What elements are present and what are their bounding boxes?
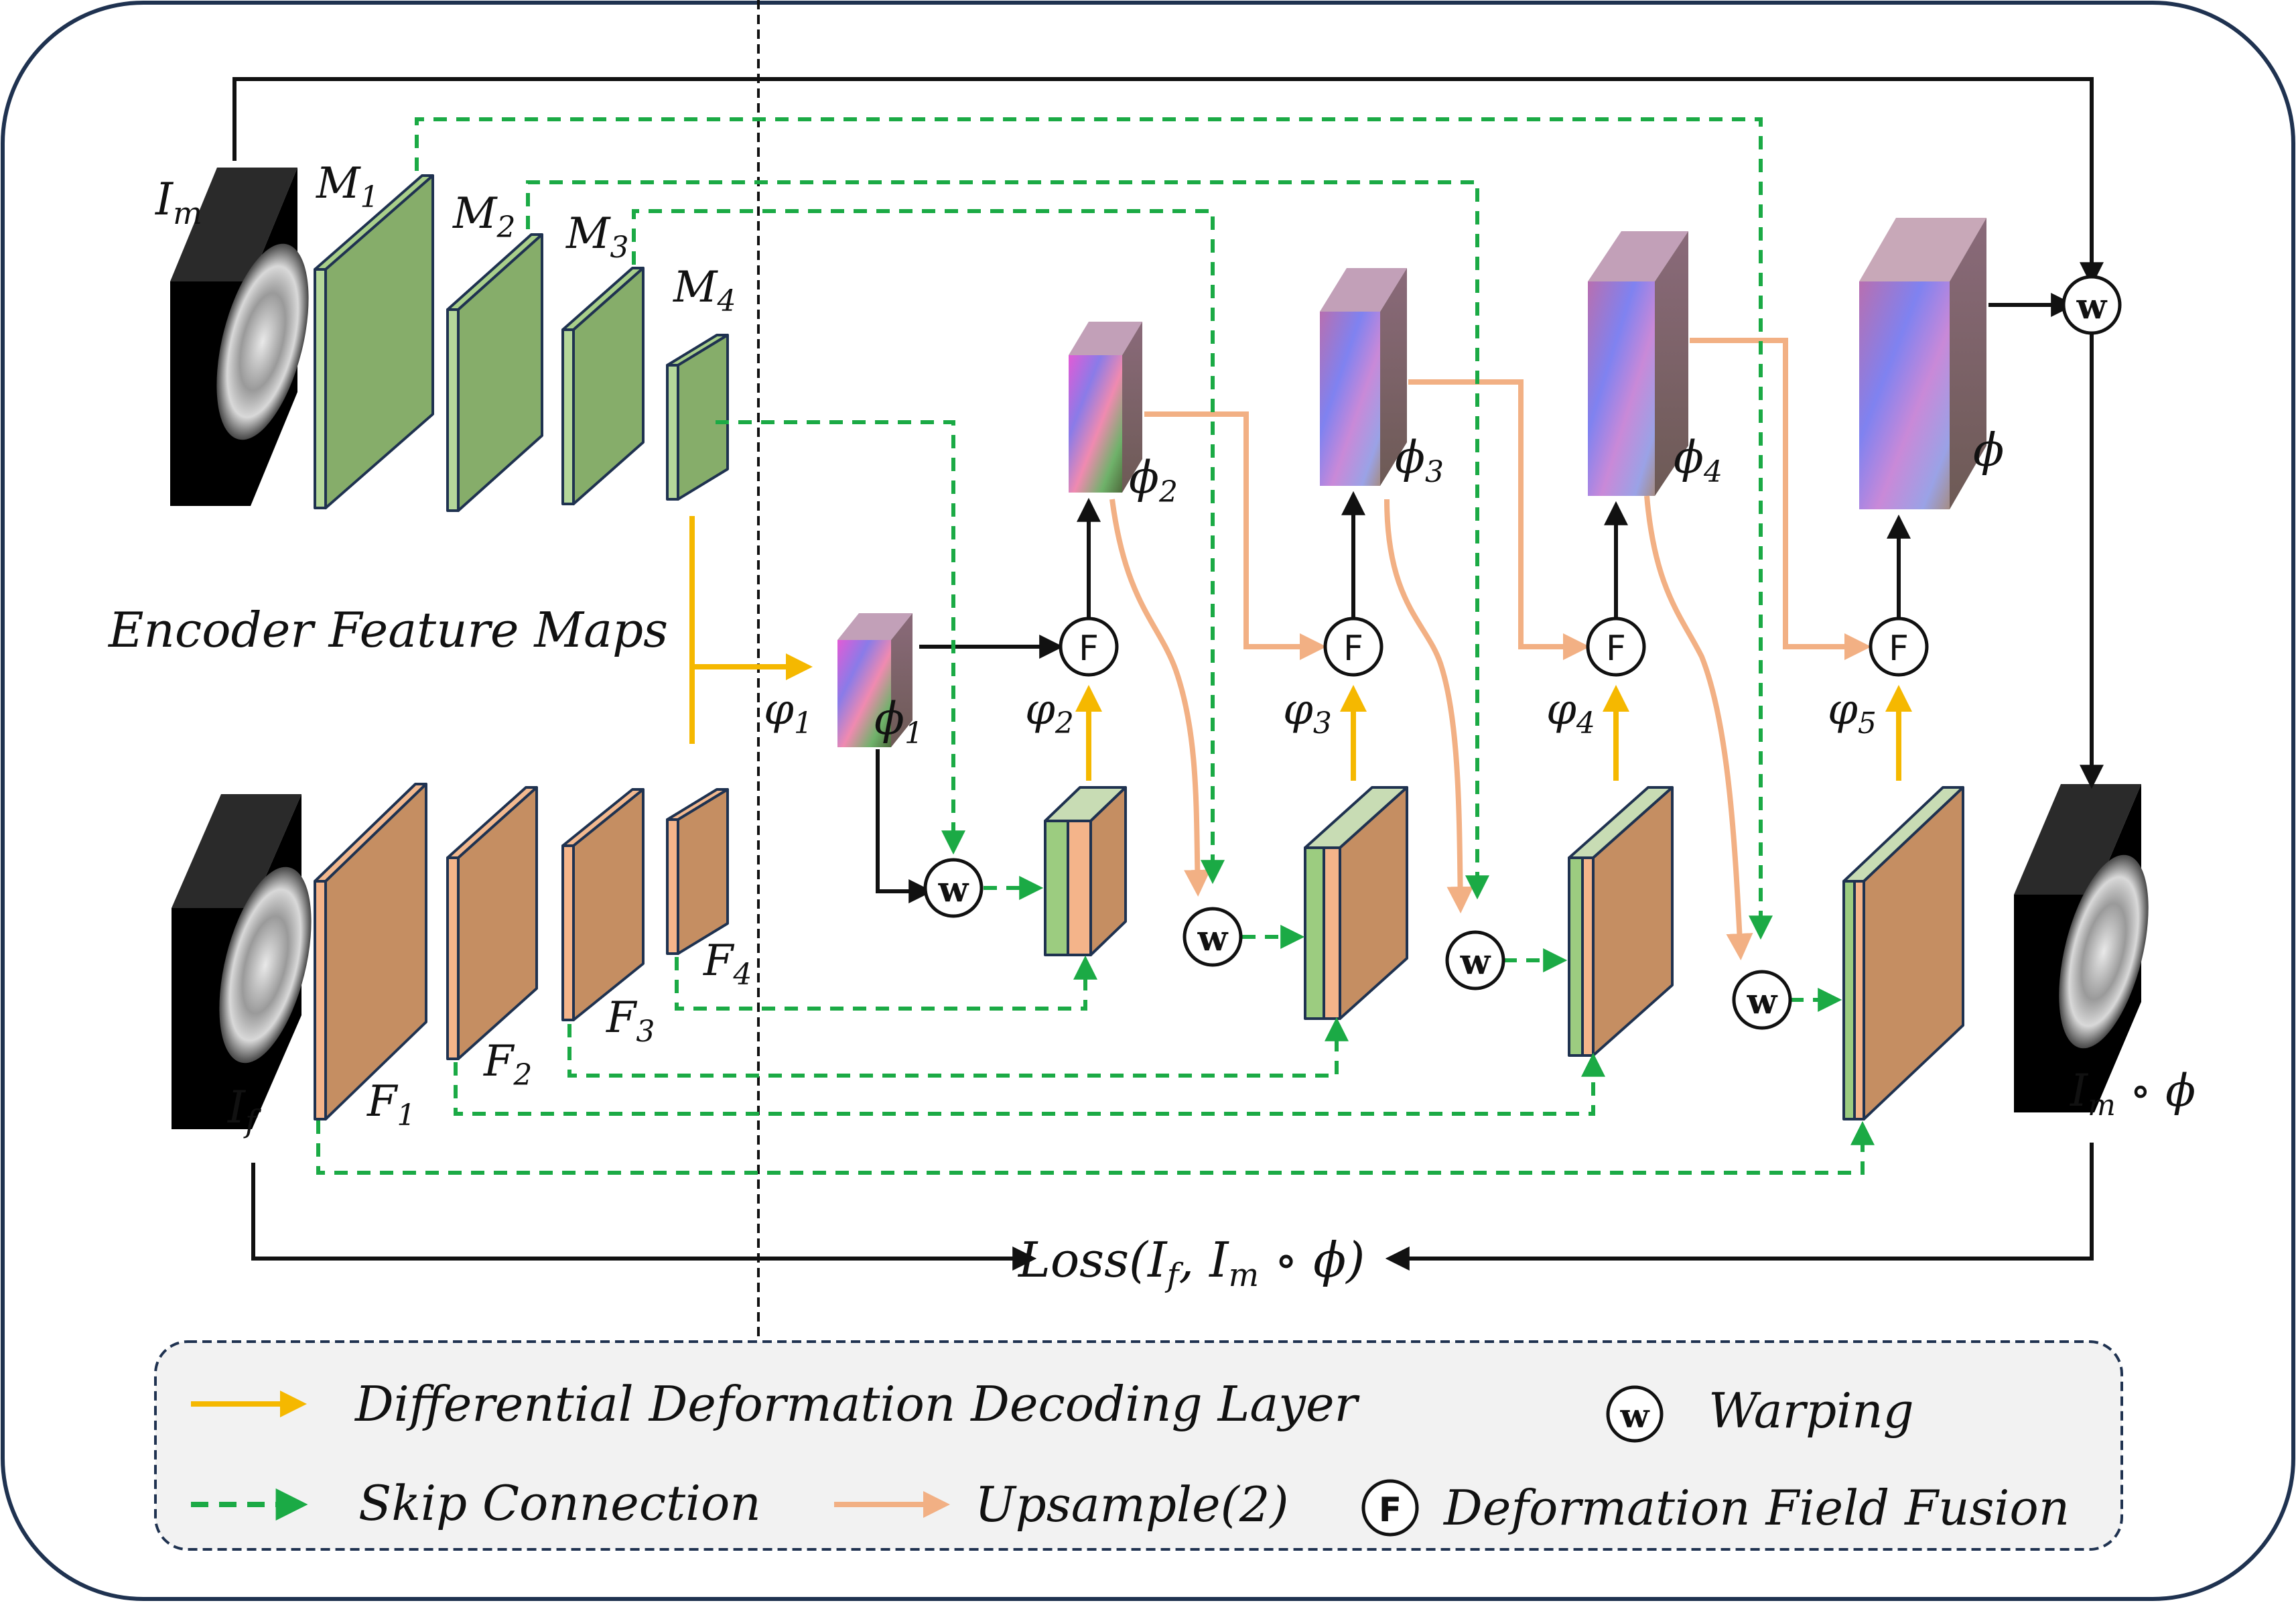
svg-text:Upsample(2): Upsample(2) — [975, 1476, 1289, 1533]
warp-operator-1: w — [923, 858, 984, 918]
label-im: Im — [155, 174, 202, 231]
encoder-block-m4 — [666, 334, 729, 501]
label-warped-output: Im ∘ ϕ — [2070, 1065, 2196, 1122]
label-m3: M3 — [565, 209, 629, 265]
encoder-block-m3 — [561, 267, 645, 505]
label-varphi2: φ2 — [1025, 685, 1074, 741]
svg-text:F: F — [1379, 1490, 1402, 1529]
label-phi1: ϕ1 — [874, 693, 923, 751]
moving-to-final-warp-line — [232, 77, 2104, 287]
output-to-loss-line — [1385, 1143, 2094, 1271]
orange-upsample-arrows — [1109, 338, 1871, 960]
label-m4: M4 — [673, 263, 736, 318]
label-varphi5: φ5 — [1828, 685, 1877, 741]
label-varphi1: φ1 — [764, 685, 813, 741]
legend-item-fusion: F Deformation Field Fusion — [1361, 1479, 2070, 1537]
field-phi3 — [1320, 268, 1407, 486]
label-phi2: ϕ2 — [1129, 452, 1178, 509]
label-f4: F4 — [703, 936, 752, 992]
label-phi3: ϕ3 — [1395, 432, 1444, 489]
moving-image — [170, 168, 309, 506]
label-m1: M1 — [316, 159, 379, 214]
legend: Differential Deformation Decoding Layer … — [154, 1340, 2123, 1551]
green-skip-connections — [316, 117, 1875, 1175]
decoder-block-3 — [1568, 786, 1674, 1057]
field-phi4 — [1588, 231, 1688, 496]
svg-text:Warping: Warping — [1708, 1383, 1914, 1439]
label-f3: F3 — [606, 993, 655, 1049]
encoder-block-f1 — [314, 783, 427, 1120]
svg-text:F: F — [1889, 629, 1909, 669]
encoder-block-f3 — [561, 788, 645, 1021]
legend-item-warping: w Warping — [1606, 1383, 1914, 1443]
svg-text:F: F — [1606, 629, 1626, 669]
label-f2: F2 — [483, 1037, 532, 1092]
fixed-to-loss-line — [251, 1163, 1037, 1271]
svg-text:w: w — [1197, 918, 1229, 959]
legend-item-decoding-layer: Differential Deformation Decoding Layer — [191, 1376, 1360, 1432]
svg-text:w: w — [938, 869, 969, 910]
svg-text:w: w — [1747, 981, 1778, 1022]
encoder-block-m2 — [446, 233, 543, 512]
svg-text:Deformation Field Fusion: Deformation Field Fusion — [1442, 1480, 2070, 1536]
label-m2: M2 — [452, 189, 516, 245]
svg-text:w: w — [1460, 942, 1491, 982]
fusion-operator-4: F — [1869, 617, 1929, 677]
warp-operator-4: w — [1732, 970, 1792, 1030]
label-varphi3: φ3 — [1283, 685, 1332, 741]
svg-text:w: w — [1619, 1396, 1650, 1435]
legend-item-upsample: Upsample(2) — [834, 1476, 1289, 1533]
loss-label: Loss(If, Im ∘ ϕ) — [1017, 1232, 1365, 1294]
yellow-decoding-arrows — [689, 516, 1912, 781]
svg-text:Differential Deformation Decod: Differential Deformation Decoding Layer — [354, 1376, 1360, 1432]
encoder-block-f4 — [666, 788, 729, 955]
warp-operator-2: w — [1183, 907, 1243, 967]
field-phi1 — [837, 613, 913, 747]
svg-text:F: F — [1343, 629, 1363, 669]
label-phi4: ϕ4 — [1674, 432, 1723, 489]
fusion-operator-1: F — [1059, 617, 1119, 677]
field-phi-final — [1859, 218, 1986, 509]
fusion-operator-2: F — [1323, 617, 1383, 677]
decoder-block-1 — [1044, 786, 1127, 956]
encoder-block-f2 — [446, 786, 538, 1060]
label-f1: F1 — [366, 1077, 415, 1133]
fusion-operator-3: F — [1586, 617, 1646, 677]
decoder-block-2 — [1304, 786, 1408, 1020]
decoder-block-4 — [1842, 786, 1964, 1120]
svg-text:Skip Connection: Skip Connection — [358, 1475, 761, 1531]
fixed-image — [172, 794, 312, 1129]
label-phi-final: ϕ — [1973, 424, 2004, 477]
phi1-to-warp1 — [876, 749, 933, 903]
black-connectors — [232, 77, 2104, 1271]
label-varphi4: φ4 — [1546, 685, 1595, 741]
warp-operator-final: w — [2062, 275, 2122, 335]
encoder-feature-maps-label: Encoder Feature Maps — [107, 602, 668, 658]
svg-text:w: w — [2076, 286, 2108, 327]
legend-item-skip-connection: Skip Connection — [191, 1475, 761, 1531]
warped-output-image — [2014, 784, 2149, 1112]
svg-text:F: F — [1079, 629, 1099, 669]
field-phi2 — [1069, 322, 1142, 493]
warp-operator-3: w — [1445, 930, 1505, 990]
encoder-block-m1 — [314, 174, 434, 509]
